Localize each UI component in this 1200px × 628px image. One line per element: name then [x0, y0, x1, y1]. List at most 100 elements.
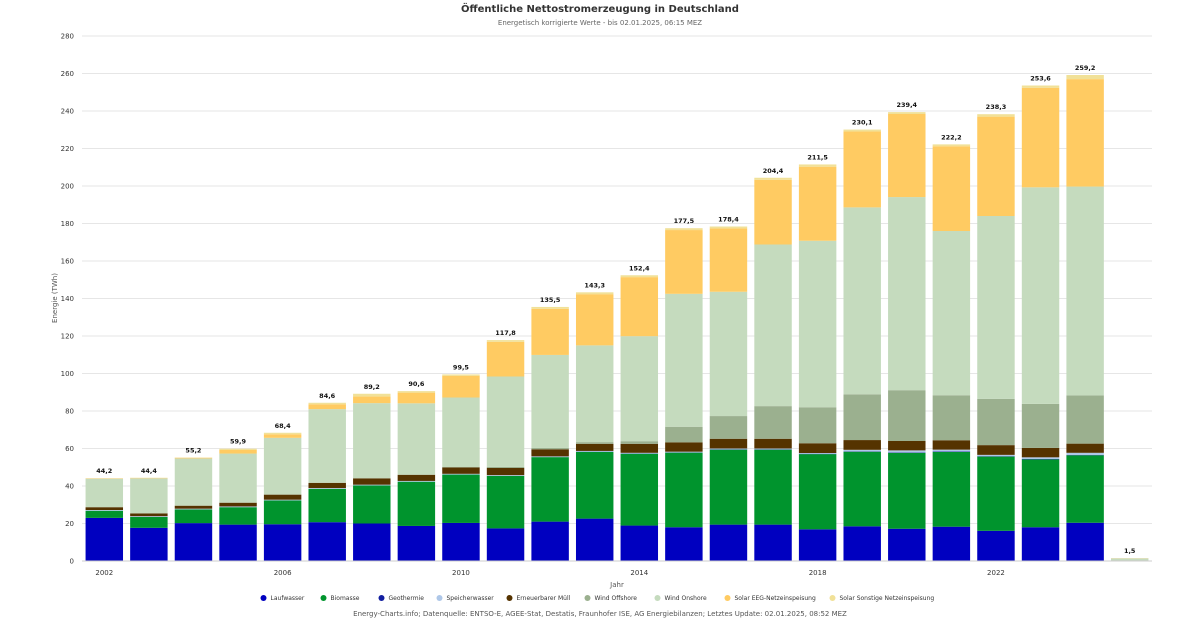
bar-segment: [397, 474, 436, 481]
bar-segment: [888, 114, 926, 198]
legend-item[interactable]: Laufwasser: [260, 595, 305, 602]
bar-segment: [888, 528, 926, 561]
bar-segment: [85, 517, 124, 561]
bar-segment: [798, 407, 837, 444]
bar-segment: [219, 448, 257, 450]
bar-segment: [575, 345, 614, 443]
bar-segment: [977, 216, 1015, 399]
bar-segment: [665, 426, 703, 443]
legend-item[interactable]: Biomasse: [320, 595, 360, 602]
bar-segment: [709, 438, 748, 449]
legend-item[interactable]: Erneuerbarer Müll: [506, 595, 571, 602]
legend-marker: [378, 595, 385, 601]
bar-segment: [1021, 187, 1060, 404]
bar-total-label: 135,5: [540, 296, 561, 304]
bar-segment: [977, 114, 1015, 117]
legend-label: Wind Onshore: [665, 595, 707, 602]
bar-segment: [130, 516, 168, 517]
bar-segment: [442, 474, 480, 523]
bar-segment: [397, 392, 436, 404]
bar-segment: [754, 177, 792, 180]
bar-segment: [1066, 452, 1104, 455]
bar-segment: [798, 166, 837, 241]
x-axis: 2002 2006 2010 2014 2018 2022: [95, 569, 1004, 577]
bar-segment: [754, 179, 792, 245]
bar-segment: [977, 454, 1015, 457]
y-tick-label: 220: [61, 145, 74, 153]
bar-segment: [219, 502, 257, 507]
bar-segment: [308, 482, 346, 489]
bar-segment: [308, 402, 346, 405]
bar-total-label: 230,1: [852, 119, 873, 127]
bar-segment: [174, 457, 213, 459]
bar-segment: [1066, 522, 1104, 561]
legend-label: Solar Sonstige Netzeinspeisung: [840, 595, 935, 602]
bar-segment: [353, 403, 391, 479]
bar-total-label: 259,2: [1075, 64, 1096, 72]
bar-segment: [798, 443, 837, 453]
legend-label: Biomasse: [331, 595, 360, 602]
bar-segment: [709, 291, 748, 417]
bar-segment: [130, 527, 168, 561]
bar-segment: [219, 450, 257, 454]
legend-item[interactable]: Geothermie: [378, 595, 425, 602]
legend-item[interactable]: Wind Onshore: [654, 595, 707, 602]
bar-segment: [932, 451, 971, 527]
x-tick-label: 2014: [630, 569, 648, 577]
bar-segment: [1066, 186, 1104, 396]
bar-segment: [219, 524, 257, 561]
bar-segment: [1021, 527, 1060, 561]
bar-segment: [709, 226, 748, 229]
bar-segment: [174, 458, 213, 506]
bar-segment: [397, 481, 436, 526]
bar-segment: [531, 521, 569, 561]
legend-marker: [436, 595, 443, 601]
bar-segment: [486, 468, 525, 476]
bar-segment: [1066, 79, 1104, 187]
bar-segment: [843, 129, 881, 132]
bar-total-label: 152,4: [629, 264, 650, 272]
bar-segment: [888, 390, 926, 441]
bar-segment: [1021, 85, 1060, 88]
y-tick-label: 240: [61, 108, 74, 116]
bar-segment: [932, 144, 971, 147]
bar-segment: [575, 450, 614, 452]
bar-segment: [85, 507, 124, 510]
bar-segment: [977, 116, 1015, 216]
bar-segment: [754, 406, 792, 439]
legend-item[interactable]: Solar Sonstige Netzeinspeisung: [829, 595, 935, 602]
bar-segment: [531, 447, 569, 450]
bar-segment: [575, 451, 614, 519]
bar-segment: [665, 293, 703, 427]
y-tick-label: 0: [70, 558, 74, 566]
bar-segment: [85, 478, 124, 508]
bar-total-label: 222,2: [941, 133, 962, 141]
bar-segment: [1021, 457, 1060, 459]
legend-label: Erneuerbarer Müll: [517, 595, 571, 602]
bar-segment: [174, 505, 213, 509]
bar-total-label: 59,9: [230, 438, 247, 446]
bar-segment: [665, 230, 703, 294]
bar-segment: [486, 475, 525, 529]
bar-segment: [932, 395, 971, 441]
bar-total-label: 178,4: [718, 216, 739, 224]
bar-segment: [575, 442, 614, 444]
bar-segment: [442, 473, 480, 475]
legend-item[interactable]: Solar EEG-Netzeinspeisung: [724, 595, 816, 602]
bar-segment: [888, 441, 926, 451]
bar-segment: [709, 416, 748, 439]
bar-segment: [130, 516, 168, 528]
bar-segment: [709, 524, 748, 561]
bar-segment: [709, 449, 748, 525]
y-tick-label: 60: [65, 445, 74, 453]
bar-segment: [665, 527, 703, 561]
bar-segment: [620, 452, 659, 454]
legend-item[interactable]: Wind Offshore: [584, 595, 638, 602]
x-tick-label: 2010: [452, 569, 470, 577]
bar-segment: [174, 509, 213, 524]
bar-total-label: 68,4: [275, 422, 292, 430]
legend-item[interactable]: Speicherwasser: [436, 595, 495, 602]
y-axis: 0 20 40 60 80 100 120 140 160 180 200 220 240 260 280: [61, 33, 74, 566]
y-tick-label: 180: [61, 220, 74, 228]
